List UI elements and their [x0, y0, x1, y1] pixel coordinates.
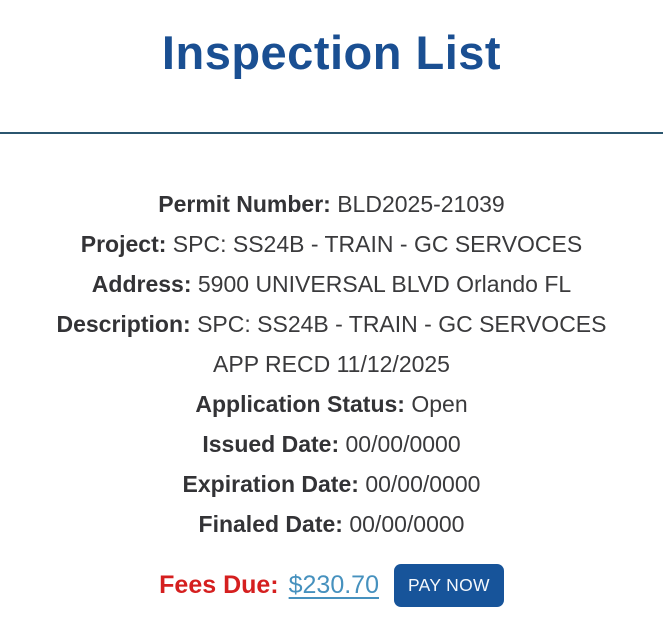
divider — [0, 131, 663, 134]
field-issued-date: Issued Date: 00/00/0000 — [0, 424, 663, 464]
fees-amount-link[interactable]: $230.70 — [288, 570, 379, 599]
field-value: 00/00/0000 — [345, 430, 461, 457]
field-label: Application Status: — [195, 390, 405, 417]
field-finaled-date: Finaled Date: 00/00/0000 — [0, 504, 663, 544]
field-value: SPC: SS24B - TRAIN - GC SERVOCES — [197, 310, 607, 337]
field-label: Project: — [80, 230, 167, 257]
field-label: Issued Date: — [202, 430, 340, 457]
field-label: Description: — [56, 310, 191, 337]
pay-now-button[interactable]: PAY NOW — [394, 563, 504, 607]
field-label: Expiration Date: — [182, 470, 359, 497]
field-description: Description: SPC: SS24B - TRAIN - GC SER… — [0, 304, 663, 384]
permit-details: Permit Number: BLD2025-21039 Project: SP… — [0, 184, 663, 544]
field-value: 5900 UNIVERSAL BLVD Orlando FL — [197, 270, 572, 297]
field-value: SPC: SS24B - TRAIN - GC SERVOCES — [172, 230, 583, 257]
field-expiration-date: Expiration Date: 00/00/0000 — [0, 464, 663, 504]
field-value: BLD2025-21039 — [337, 190, 505, 217]
page-title: Inspection List — [161, 26, 502, 79]
fees-row: Fees Due: $230.70 PAY NOW — [0, 563, 663, 607]
field-label: Finaled Date: — [198, 510, 343, 537]
field-value: 00/00/0000 — [365, 470, 481, 497]
fees-due-label: Fees Due: — [159, 570, 279, 599]
field-project: Project: SPC: SS24B - TRAIN - GC SERVOCE… — [0, 224, 663, 264]
field-permit-number: Permit Number: BLD2025-21039 — [0, 184, 663, 224]
field-address: Address: 5900 UNIVERSAL BLVD Orlando FL — [0, 264, 663, 304]
field-value: Open — [411, 390, 468, 417]
field-label: Permit Number: — [158, 190, 331, 217]
field-application-status: Application Status: Open — [0, 384, 663, 424]
field-label: Address: — [91, 270, 192, 297]
field-value: 00/00/0000 — [349, 510, 465, 537]
field-value-line2: APP RECD 11/12/2025 — [213, 350, 450, 377]
